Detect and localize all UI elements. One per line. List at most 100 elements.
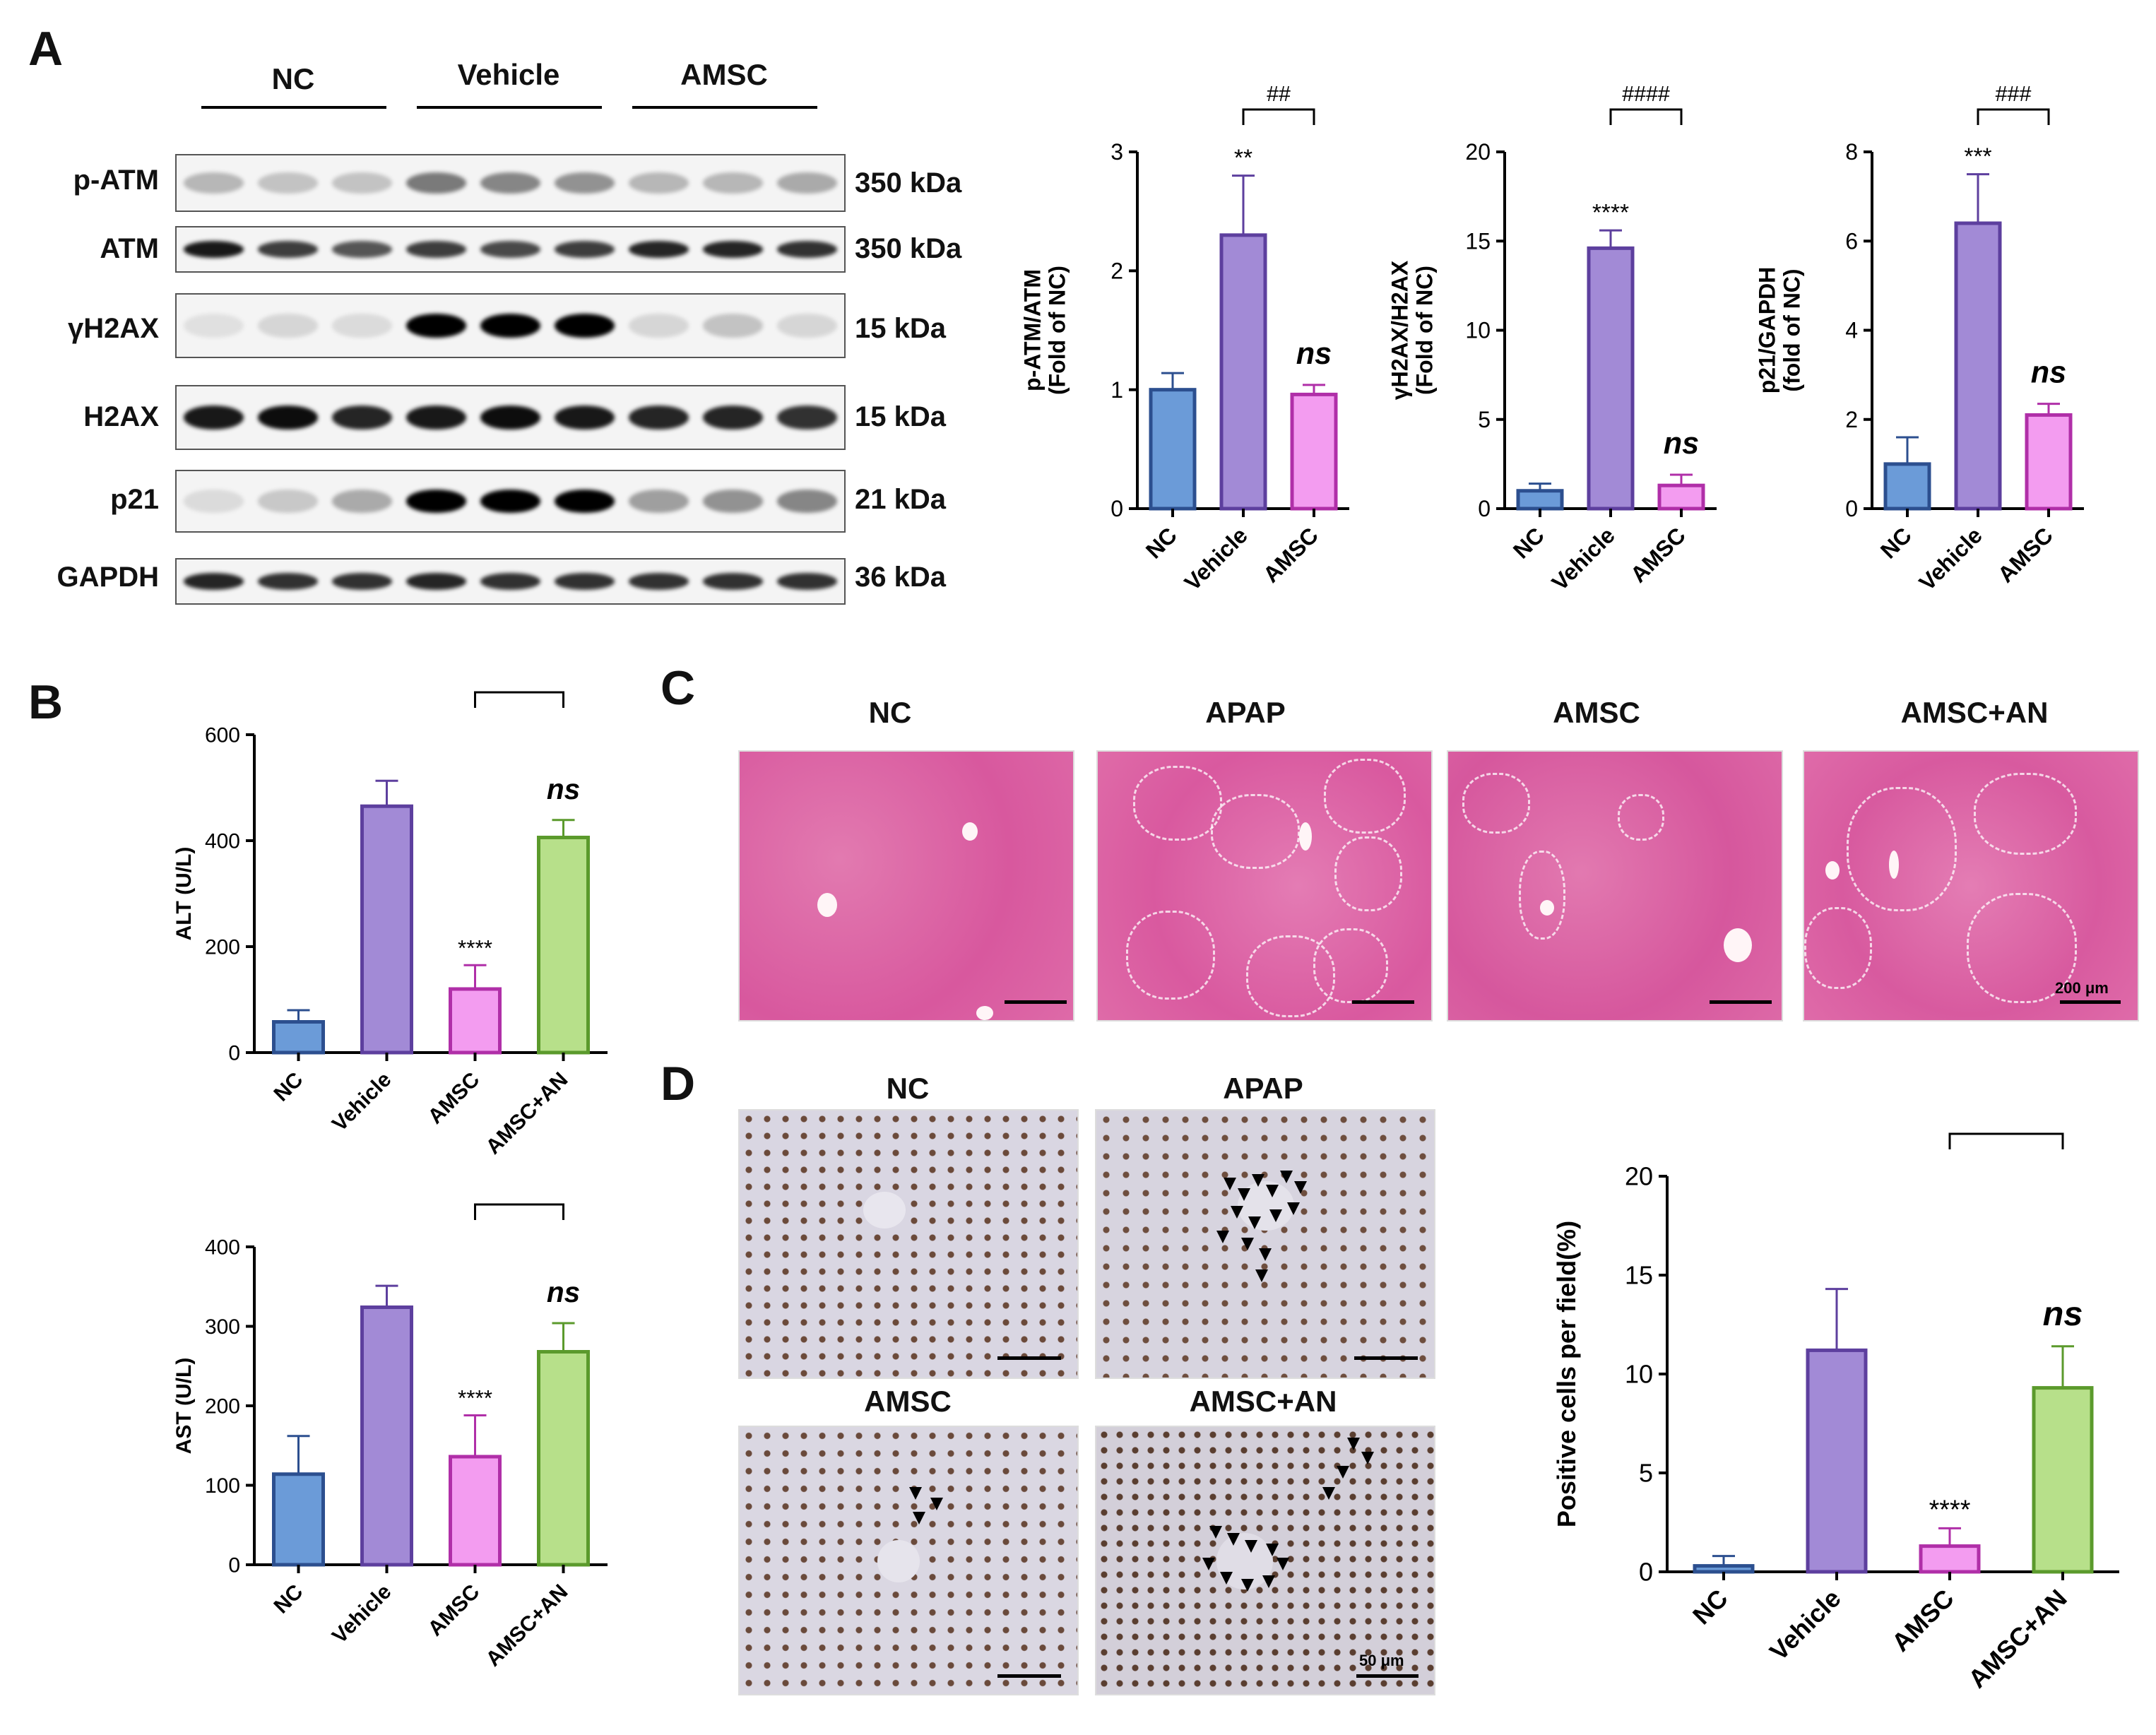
hist-c-vessel bbox=[1889, 851, 1899, 879]
blot-band bbox=[703, 172, 763, 194]
blot-band bbox=[480, 405, 540, 430]
ns-label: ns bbox=[547, 1276, 580, 1308]
y-tick-label: 400 bbox=[205, 830, 240, 853]
hist-c-necrosis-outline bbox=[1974, 773, 2077, 855]
hist-c-necrosis-outline bbox=[1324, 759, 1406, 834]
blot-band bbox=[555, 405, 615, 430]
y-tick-label: 0 bbox=[1845, 496, 1858, 521]
y-axis-label-line: (Fold of NC) bbox=[1412, 266, 1438, 395]
blot-band bbox=[258, 241, 318, 258]
bar-amsc-an bbox=[537, 1350, 590, 1567]
hist-c-title-amsc-an: AMSC+AN bbox=[1900, 696, 2049, 729]
comparison-bracket bbox=[474, 691, 564, 708]
hist-d-arrow bbox=[1277, 1558, 1289, 1570]
significance-label: **** bbox=[1929, 1495, 1971, 1524]
x-tick-label: NC bbox=[269, 1580, 307, 1618]
y-tick-label: 3 bbox=[1110, 139, 1123, 165]
y-tick-label: 100 bbox=[205, 1474, 240, 1498]
hist-d-arrow bbox=[1294, 1181, 1307, 1194]
hist-d-arrow bbox=[1287, 1202, 1300, 1215]
hist-c-image-nc bbox=[738, 750, 1074, 1022]
blot-label-p21: p21 bbox=[110, 484, 159, 515]
blot-band bbox=[480, 241, 540, 258]
blot-label-gapdh: GAPDH bbox=[57, 562, 159, 593]
x-tick-label: AMSC bbox=[1886, 1584, 1960, 1657]
x-tick-label: Vehicle bbox=[1547, 522, 1620, 595]
blot-band bbox=[332, 490, 392, 513]
hist-c-title-nc: NC bbox=[868, 696, 912, 729]
hist-c-necrosis-outline bbox=[1804, 907, 1872, 989]
hist-c-scalebar bbox=[1352, 1000, 1414, 1004]
bar-nc bbox=[1149, 388, 1197, 511]
blot-band bbox=[480, 490, 540, 513]
y-tick-label: 8 bbox=[1845, 139, 1858, 165]
ns-label: ns bbox=[1664, 427, 1699, 461]
hist-d-arrow bbox=[1280, 1171, 1293, 1183]
y-tick-label: 400 bbox=[205, 1236, 240, 1260]
y-tick-label: 5 bbox=[1478, 407, 1491, 432]
ns-label: ns bbox=[2031, 356, 2066, 390]
bar-vehicle bbox=[1806, 1348, 1868, 1574]
hist-d-arrow bbox=[1252, 1174, 1264, 1187]
y-tick-label: 10 bbox=[1625, 1360, 1653, 1389]
x-tick-label: AMSC bbox=[1993, 522, 2058, 587]
significance-label: **** bbox=[458, 1385, 492, 1411]
bar-vehicle bbox=[360, 1305, 413, 1567]
hist-c-necrosis-outline bbox=[1313, 928, 1388, 1003]
blot-strip-atm bbox=[175, 226, 846, 273]
blot-band bbox=[703, 241, 763, 258]
hist-d-arrow bbox=[1259, 1248, 1272, 1261]
bar-amsc-an bbox=[537, 836, 590, 1055]
blot-band bbox=[703, 314, 763, 338]
y-tick-label: 6 bbox=[1845, 228, 1858, 254]
x-tick-label: Vehicle bbox=[328, 1068, 396, 1136]
blot-band bbox=[480, 172, 540, 194]
blot-band bbox=[406, 405, 466, 430]
bar-amsc bbox=[2025, 413, 2073, 511]
blot-band bbox=[406, 490, 466, 513]
y-axis-label-line: p-ATM/ATM bbox=[1019, 269, 1045, 391]
hist-d-scalebar bbox=[997, 1674, 1061, 1678]
hist-d-arrow bbox=[1216, 1231, 1229, 1243]
x-tick-label: AMSC bbox=[424, 1580, 485, 1641]
blot-band bbox=[332, 405, 392, 430]
blot-band bbox=[777, 405, 837, 430]
y-axis-label-line: (Fold of NC) bbox=[1045, 266, 1070, 395]
y-axis-label: Positive cells per field(%) bbox=[1552, 1221, 1581, 1527]
chart-positive-cells: 0 5 10 15 20 Positive cells per field(%) NC Veh… bbox=[1552, 1130, 2119, 1693]
x-tick-label: AMSC bbox=[424, 1068, 485, 1129]
hist-d-title-nc: NC bbox=[886, 1072, 930, 1105]
hist-d-title-apap: APAP bbox=[1223, 1072, 1303, 1105]
blot-band bbox=[555, 314, 615, 338]
blot-band bbox=[258, 172, 318, 194]
blot-band bbox=[555, 490, 615, 513]
hist-c-scalebar bbox=[1005, 1000, 1067, 1004]
comparison-bracket bbox=[474, 1203, 564, 1220]
x-tick-label: Vehicle bbox=[328, 1580, 396, 1648]
hist-d-arrow bbox=[1248, 1216, 1261, 1229]
y-axis-label-line: p21/GAPDH bbox=[1754, 267, 1779, 394]
blot-group-amsc: AMSC bbox=[680, 58, 768, 91]
panel-letter-d: D bbox=[661, 1057, 696, 1111]
chart-ast: 0 100 200 300 400 AST (U/L) NC Vehicle AMSCAMSC+… bbox=[172, 1203, 608, 1671]
panel-letter-a: A bbox=[28, 22, 64, 76]
y-tick-label: 20 bbox=[1625, 1162, 1653, 1191]
y-tick-label: 15 bbox=[1625, 1261, 1653, 1290]
blot-strip-p21 bbox=[175, 470, 846, 533]
comparison-bracket bbox=[1977, 108, 2050, 125]
blot-band bbox=[629, 573, 689, 590]
blot-band bbox=[332, 573, 392, 590]
hist-d-title-amsc-an: AMSC+AN bbox=[1189, 1385, 1337, 1418]
hist-d-arrow bbox=[1262, 1575, 1275, 1588]
significance-label: ** bbox=[1234, 146, 1252, 172]
bar-nc bbox=[272, 1472, 325, 1567]
blot-group-line-vehicle bbox=[417, 106, 602, 109]
bar-nc bbox=[272, 1020, 325, 1055]
y-tick-label: 4 bbox=[1845, 318, 1858, 343]
blot-band bbox=[332, 314, 392, 338]
bar-nc bbox=[1693, 1564, 1755, 1574]
hist-c-necrosis-outline bbox=[1334, 836, 1402, 911]
hist-d-arrow bbox=[1227, 1533, 1240, 1546]
